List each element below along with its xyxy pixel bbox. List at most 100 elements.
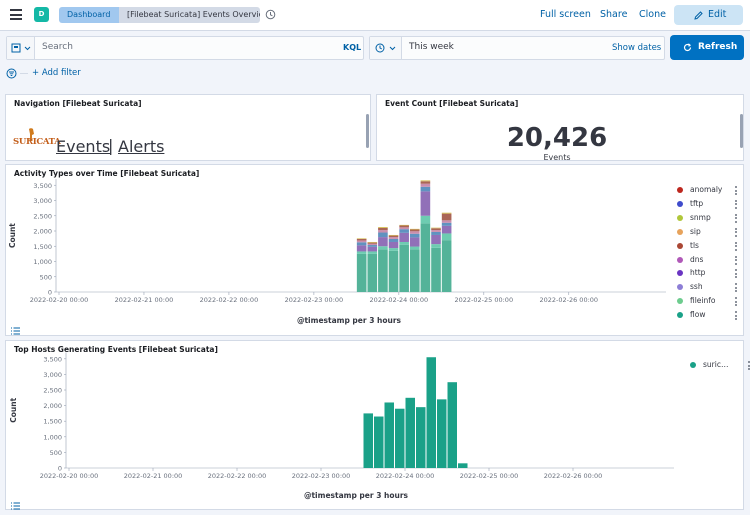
bar-fileinfo: [441, 233, 452, 241]
legend-toggle-button[interactable]: [10, 321, 22, 335]
legend-actions-icon[interactable]: [735, 255, 738, 265]
space-avatar[interactable]: D: [34, 7, 49, 22]
legend-item[interactable]: ssh: [677, 282, 703, 291]
bar-http: [420, 186, 431, 192]
legend-item[interactable]: http: [677, 268, 705, 277]
kql-language-button[interactable]: KQL: [343, 43, 362, 52]
legend-actions-icon[interactable]: [735, 297, 738, 307]
time-range-label[interactable]: This week: [409, 42, 454, 52]
legend-actions-icon[interactable]: [735, 213, 738, 223]
refresh-button-label: Refresh: [698, 42, 738, 52]
legend-swatch: [690, 362, 696, 368]
bar-http: [409, 233, 420, 238]
edit-button-label: Edit: [708, 9, 727, 20]
bar-tls: [399, 225, 409, 228]
bar-flow: [378, 249, 388, 292]
bar-suric: [374, 416, 384, 468]
bar-ssh: [431, 234, 441, 245]
legend-item[interactable]: fileinfo: [677, 296, 716, 305]
legend-label: fileinfo: [690, 296, 716, 306]
bar-dns: [378, 230, 388, 233]
list-icon: [11, 502, 20, 510]
time-picker: This week Show dates: [369, 36, 665, 60]
legend-actions-icon[interactable]: [735, 311, 738, 321]
x-tick-label: 2022-02-21 00:00: [124, 472, 183, 480]
x-axis-title: @timestamp per 3 hours: [304, 491, 409, 500]
bar-flow: [420, 223, 431, 292]
bar-flow: [409, 249, 420, 292]
legend-item[interactable]: suric…: [690, 360, 728, 369]
clone-link[interactable]: Clone: [639, 9, 666, 20]
legend-item[interactable]: sip: [677, 227, 701, 236]
bar-fileinfo: [378, 246, 388, 250]
legend-actions-icon[interactable]: [748, 361, 750, 370]
quick-select-button[interactable]: [370, 37, 402, 59]
panel-scrollbar[interactable]: [366, 114, 369, 148]
bar-dns: [399, 227, 409, 230]
bar-ssh: [399, 232, 409, 242]
legend-toggle-button[interactable]: [10, 496, 22, 510]
legend-label: flow: [690, 310, 706, 320]
legend-label: dns: [690, 254, 704, 264]
full-screen-link[interactable]: Full screen: [540, 9, 591, 20]
legend-item[interactable]: flow: [677, 310, 705, 319]
alerts-link[interactable]: Alerts: [118, 137, 165, 156]
legend-actions-icon[interactable]: [735, 199, 738, 209]
bar-dns: [367, 243, 378, 246]
bar-suric: [458, 463, 468, 468]
recently-viewed-icon[interactable]: [265, 9, 276, 20]
legend-swatch: [677, 214, 683, 221]
top-bar: D Dashboard [Filebeat Suricata] Events O…: [0, 0, 750, 31]
bar-ssh: [378, 237, 388, 247]
panel-scrollbar[interactable]: [740, 114, 743, 148]
suricata-logo-text: SURICATA: [13, 137, 61, 147]
bar-tls: [378, 227, 388, 231]
panel-title: Activity Types over Time [Filebeat Suric…: [14, 169, 200, 178]
events-link[interactable]: Events: [56, 137, 111, 156]
bar-dns: [356, 240, 367, 243]
bar-flow: [388, 250, 399, 292]
legend-actions-icon[interactable]: [735, 186, 738, 195]
y-tick-label: 1,500: [43, 418, 62, 426]
saved-query-button[interactable]: [7, 37, 35, 59]
legend-actions-icon[interactable]: [735, 283, 738, 293]
filter-icon[interactable]: [6, 68, 17, 79]
refresh-button[interactable]: Refresh: [670, 35, 744, 60]
x-tick-label: 2022-02-23 00:00: [292, 472, 351, 480]
breadcrumb-dashboard[interactable]: Dashboard: [59, 7, 119, 23]
x-axis-title: @timestamp per 3 hours: [297, 316, 402, 325]
activity-types-panel: Activity Types over Time [Filebeat Suric…: [5, 164, 744, 336]
legend-item[interactable]: anomaly: [677, 185, 722, 194]
event-count-panel: Event Count [Filebeat Suricata] 20,426 E…: [376, 94, 744, 161]
chevron-down-icon: [24, 46, 31, 51]
legend-actions-icon[interactable]: [735, 241, 738, 251]
legend-swatch: [677, 284, 683, 291]
legend-actions-icon[interactable]: [735, 269, 738, 279]
bar-tls: [409, 229, 420, 232]
bar-fileinfo: [367, 251, 378, 254]
menu-icon[interactable]: [10, 9, 22, 20]
legend-actions-icon[interactable]: [735, 227, 738, 237]
y-tick-label: 1,500: [33, 243, 52, 251]
legend-item[interactable]: snmp: [677, 213, 711, 222]
legend-item[interactable]: dns: [677, 255, 703, 264]
bar-tls: [367, 242, 378, 244]
y-tick-label: 0: [48, 289, 52, 297]
bar-anomaly: [420, 180, 431, 182]
filter-divider: [20, 73, 28, 74]
add-filter-link[interactable]: + Add filter: [32, 68, 81, 78]
show-dates-link[interactable]: Show dates: [612, 43, 662, 53]
bar-ssh: [367, 246, 378, 252]
x-tick-label: 2022-02-20 00:00: [30, 296, 89, 304]
share-link[interactable]: Share: [600, 9, 628, 20]
bar-http: [431, 231, 441, 235]
legend-item[interactable]: tls: [677, 241, 699, 250]
edit-button[interactable]: Edit: [674, 5, 743, 25]
x-tick-label: 2022-02-21 00:00: [115, 296, 174, 304]
x-tick-label: 2022-02-25 00:00: [455, 296, 514, 304]
saved-query-icon: [11, 43, 21, 53]
legend-item[interactable]: tftp: [677, 199, 703, 208]
search-input[interactable]: Search: [42, 42, 73, 52]
bar-tls: [356, 238, 367, 241]
calendar-clock-icon: [375, 43, 385, 53]
